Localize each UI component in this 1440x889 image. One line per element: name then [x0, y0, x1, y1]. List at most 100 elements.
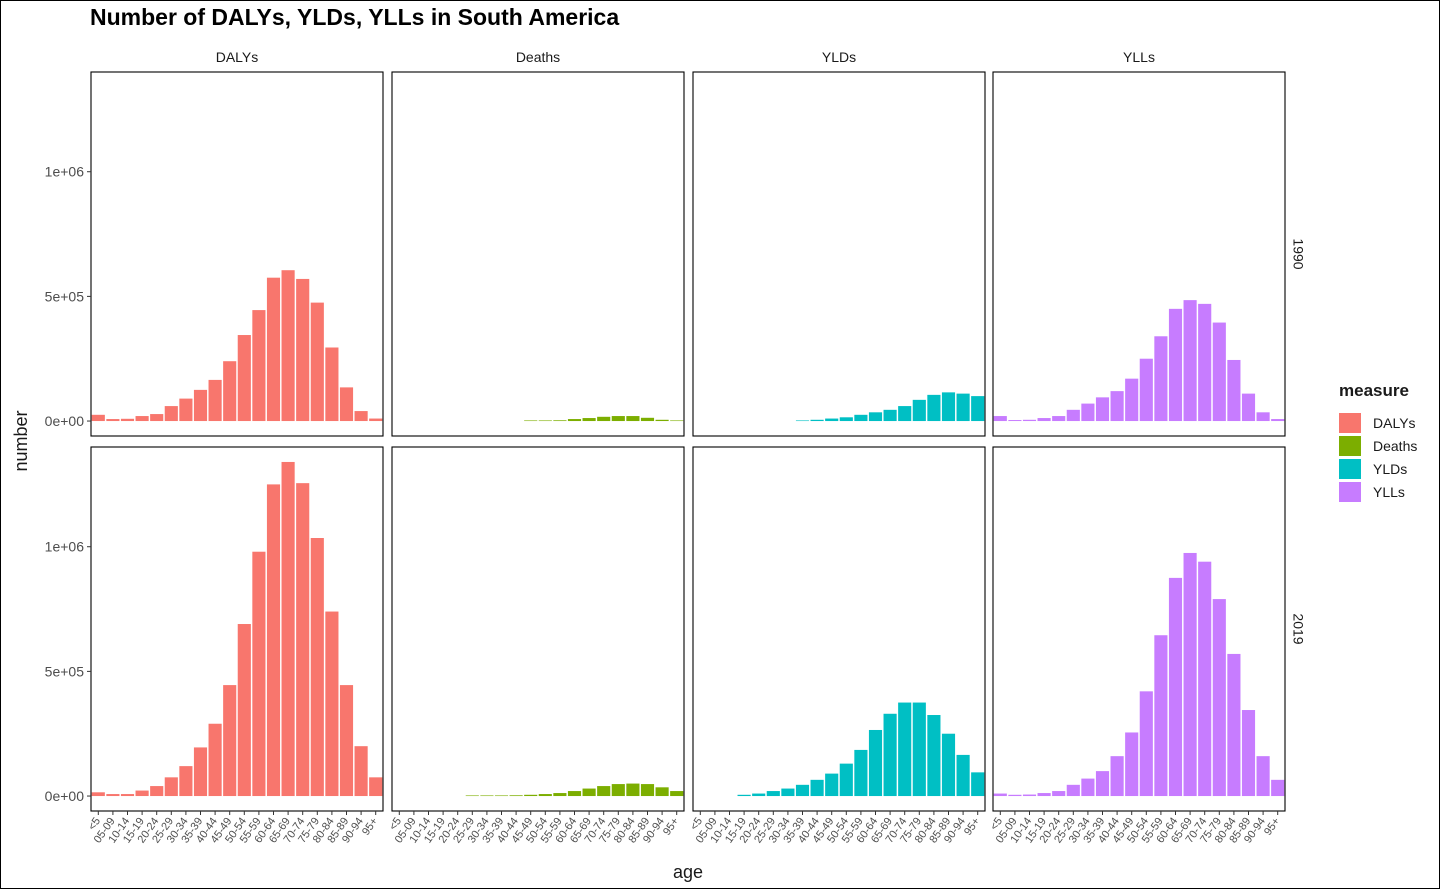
panel-1990-ylls-bar-35-39 [1095, 397, 1110, 422]
legend-key-ylls [1339, 482, 1361, 502]
panel-1990-ylls-bar-65-69 [1183, 300, 1197, 422]
panel-1990-deaths-bar-50-54 [538, 420, 552, 422]
panel-1990-ylds-border [692, 71, 986, 437]
panel-1990-ylls-bar-15-19 [1037, 418, 1051, 422]
panel-2019-deaths-bar-85-89 [640, 784, 655, 797]
panel-2019-ylls-bar-60-64 [1168, 577, 1183, 797]
panel-2019-ylls-bar-55-59 [1154, 635, 1168, 797]
panel-2019-ylls-bar-45-49 [1125, 732, 1139, 797]
panel-2019-dalys-bar-80-84 [325, 611, 339, 797]
panel-2019-ylls-bar-90-94 [1256, 756, 1270, 797]
panel-2019-deaths-bar-45-49 [524, 794, 538, 797]
panel-1990-dalys-bar-60-64 [266, 277, 281, 422]
panel-1990-deaths-bar-65-69 [582, 418, 596, 422]
panel-2019-dalys-bar-15-19 [135, 790, 149, 797]
panel-1990-ylds-bar-75-79 [912, 399, 926, 422]
panel-2019-deaths-bar-55-59 [553, 793, 567, 797]
panel-1990-ylds-bar-60-64 [868, 412, 883, 422]
panel-2019-dalys-bar-10-14 [120, 794, 135, 797]
chart-title: Number of DALYs, YLDs, YLLs in South Ame… [90, 4, 620, 30]
panel-1990-dalys-border [90, 71, 384, 437]
panel-1990-deaths-bar-55-59 [553, 420, 567, 422]
panel-1990-deaths-bar-75-79 [611, 416, 625, 422]
y-tick-label-2019-2: 1e+06 [45, 539, 85, 555]
panel-2019-ylls-bar-5 [993, 793, 1007, 797]
panel-2019-ylls-bar-80-84 [1227, 653, 1241, 797]
panel-1990-dalys-bar-65-69 [281, 270, 295, 422]
legend-label-deaths: Deaths [1373, 438, 1418, 454]
panel-2019-deaths-bar-80-84 [626, 783, 640, 797]
legend-item-ylds: YLDs [1339, 459, 1407, 479]
panel-1990-dalys-bar-05-09 [106, 419, 120, 422]
panel-2019-ylds-bar-40-44 [810, 779, 824, 797]
panel-1990-ylls-bar-70-74 [1198, 303, 1212, 422]
strip-label-deaths: Deaths [516, 49, 560, 65]
panel-2019-ylls-bar-20-24 [1052, 791, 1066, 797]
legend-label-ylds: YLDs [1373, 461, 1408, 477]
panel-2019-deaths-bar-35-39 [494, 795, 509, 797]
panel-1990-ylls-bar-5 [993, 416, 1007, 422]
panel-1990-deaths-bar-85-89 [640, 417, 655, 422]
panel-1990-dalys-bar-10-14 [120, 418, 135, 422]
panel-2019-dalys-bar-60-64 [266, 484, 281, 797]
y-tick-label-2019-0: 0e+00 [45, 788, 85, 804]
panel-1990-ylds-bar-45-49 [825, 418, 839, 422]
panel-1990-ylls-bar-10-14 [1022, 419, 1037, 422]
panel-2019-deaths-bar-60-64 [567, 791, 582, 797]
panel-2019-ylds-bar-45-49 [825, 773, 839, 797]
panel-2019-deaths-bar-95 [670, 791, 684, 797]
panel-2019-dalys-bar-95 [369, 777, 383, 797]
panel-1990-ylds-bar-65-69 [883, 409, 897, 422]
panel-2019-ylds-bar-85-89 [941, 733, 956, 797]
panel-2019-ylls-bar-75-79 [1212, 599, 1226, 797]
panel-1990-dalys-bar-45-49 [223, 361, 237, 422]
x-tick-label-dalys-5: <5 [86, 816, 103, 833]
panel-2019-dalys-bar-05-09 [106, 794, 120, 797]
panel-2019-ylds-background [693, 447, 985, 811]
panel-2019-ylds-bar-50-54 [839, 763, 853, 797]
panel-1990-ylls-bar-30-34 [1081, 403, 1095, 422]
panel-1990-ylds-bar-70-74 [898, 406, 912, 422]
panel-2019-deaths-border [391, 446, 685, 812]
panel-2019-deaths-background [392, 447, 684, 811]
panel-1990-dalys-bar-70-74 [296, 278, 310, 422]
panel-1990-ylds-bar-50-54 [839, 417, 853, 422]
panel-1990-dalys-bar-40-44 [208, 379, 222, 422]
panel-1990-ylls-bar-50-54 [1139, 358, 1153, 422]
y-tick-label-2019-1: 5e+05 [45, 663, 85, 679]
panel-2019-dalys-bar-65-69 [281, 461, 295, 797]
legend-item-dalys: DALYs [1339, 413, 1416, 433]
panel-1990-ylls-bar-05-09 [1008, 420, 1022, 422]
panel-2019-ylls-bar-10-14 [1022, 794, 1037, 797]
panel-1990-ylls-bar-20-24 [1052, 416, 1066, 422]
panel-2019-dalys-bar-25-29 [164, 777, 178, 797]
panel-1990-ylls-bar-40-44 [1110, 391, 1124, 422]
y-tick-label-1990-2: 1e+06 [45, 164, 85, 180]
panel-1990-ylls-background [993, 72, 1285, 436]
panel-1990-ylds-background [693, 72, 985, 436]
strip-label-dalys: DALYs [216, 49, 259, 65]
panel-1990-dalys-bar-35-39 [193, 389, 208, 422]
panel-1990-dalys-bar-95 [369, 418, 383, 422]
panel-2019-ylls-bar-50-54 [1139, 691, 1153, 797]
panel-2019-ylls-background [993, 447, 1285, 811]
x-tick-label-deaths-95: 95+ [661, 816, 682, 838]
panel-1990-dalys-bar-80-84 [325, 347, 339, 422]
panel-1990-deaths-bar-90-94 [655, 419, 669, 422]
panel-2019-deaths-bar-30-34 [480, 795, 494, 797]
panel-2019-ylds-bar-55-59 [854, 749, 868, 797]
panel-2019-ylls-bar-65-69 [1183, 552, 1197, 797]
panel-1990-dalys-bar-5 [91, 414, 105, 422]
panel-2019-dalys-bar-40-44 [208, 723, 222, 797]
panel-1990-dalys-bar-20-24 [150, 414, 164, 422]
x-tick-label-ylds-95: 95+ [962, 816, 983, 838]
panel-2019-ylls-bar-35-39 [1095, 771, 1110, 797]
panel-2019-dalys-bar-55-59 [252, 551, 266, 797]
panel-2019-dalys-bar-70-74 [296, 483, 310, 797]
panel-2019-ylls-bar-95 [1271, 779, 1285, 797]
panel-1990-deaths-border [391, 71, 685, 437]
panel-1990-ylds-bar-90-94 [956, 393, 970, 422]
x-axis-title: age [673, 862, 703, 882]
panel-1990-deaths-bar-60-64 [567, 419, 582, 422]
panel-2019-dalys-bar-20-24 [150, 786, 164, 797]
